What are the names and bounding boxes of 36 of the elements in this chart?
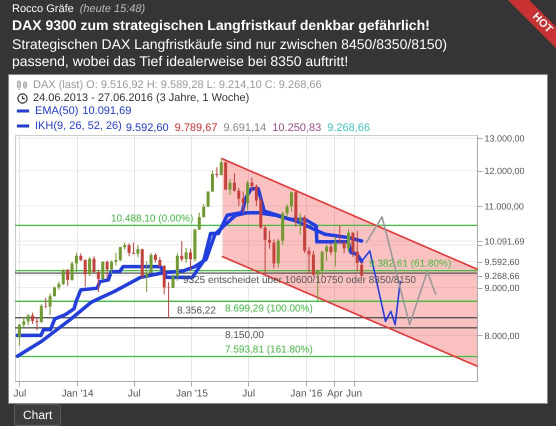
legend-label: EMA(50) xyxy=(35,105,78,117)
ref-line-label: 8.356,22 xyxy=(177,306,216,317)
text: 9.592,60 xyxy=(126,122,169,134)
text: DAX (last) O: 9.516,92 H: 9.589,28 L: 9.214,10 C: 9.268,66 xyxy=(33,79,322,91)
y-tick-label: 12.000,00 xyxy=(484,166,525,176)
ref-line-label: 10.488,10 (0.00%) xyxy=(111,213,194,224)
x-tick-label: Jul xyxy=(242,388,256,400)
x-tick-label: Jul xyxy=(13,388,26,400)
y-tick-label: 9.000,00 xyxy=(484,283,520,294)
y-tick-label: 9.268,66 xyxy=(484,271,520,282)
text: 9.789,67 xyxy=(174,122,218,134)
text: 24.06.2013 - 27.06.2016 (3 Jahre, 1 Woche) xyxy=(33,92,250,104)
ref-line-label: 7.593,81 (161.80%) xyxy=(225,344,313,356)
y-tick-label: 8.000,00 xyxy=(484,330,520,341)
chart-subtitle: Strategischen DAX Langfristkäufe sind nur zwischen 8450/8350/8150) passend, wobei das Tief idealerweise bei 8350 auftritt! xyxy=(12,36,448,70)
chart-title: DAX 9300 zum strategischen Langfristkauf denkbar gefährlich! xyxy=(12,17,430,33)
y-tick-label: 11.000,00 xyxy=(484,201,524,212)
x-tick-label: Apr xyxy=(327,388,344,400)
text: 9.268,66 xyxy=(327,122,370,134)
x-tick-label: Jan '15 xyxy=(176,388,208,400)
text: Rocco Gräfe xyxy=(12,3,74,15)
ref-line-label: 8.699,29 (100.00%) xyxy=(225,303,313,314)
y-tick-label: 9.592,60 xyxy=(484,257,520,268)
x-tick-label: Jan '14 xyxy=(62,388,94,400)
text: 10.091,69 xyxy=(82,105,132,117)
text: Chart xyxy=(14,404,62,426)
y-tick-label: 10.091,69 xyxy=(484,236,525,246)
text: 9.691,14 xyxy=(223,122,266,134)
x-tick-label: Jun xyxy=(346,388,362,400)
x-tick-label: Jul xyxy=(128,388,141,400)
text: (heute 15:48) xyxy=(80,3,146,15)
x-tick-label: Jan '16 xyxy=(290,388,323,400)
text: 10.250,83 xyxy=(272,122,322,134)
legend-label: IKH(9, 26, 52, 26) xyxy=(35,120,122,132)
ref-line-label: 8.150,00 xyxy=(225,330,264,341)
y-tick-label: 13.000,00 xyxy=(484,134,525,144)
